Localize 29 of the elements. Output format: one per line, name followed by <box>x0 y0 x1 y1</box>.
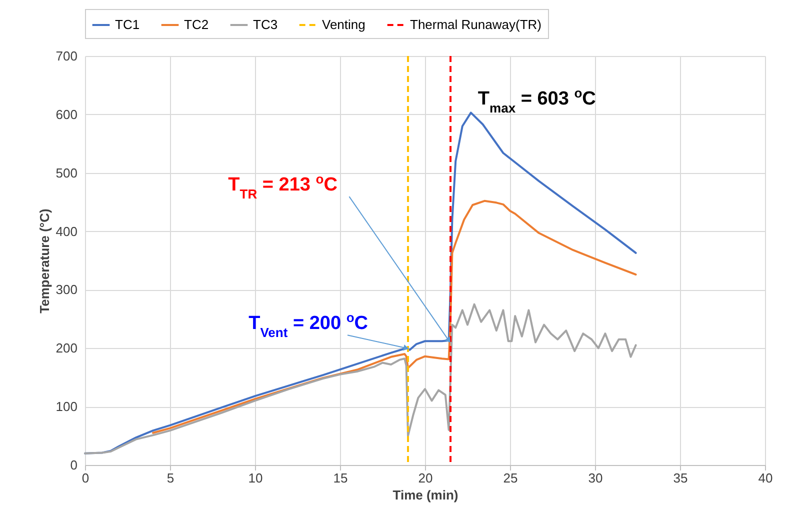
x-tick-label: 20 <box>418 470 433 486</box>
y-axis-title: Temperature (°C) <box>36 208 52 314</box>
line-series <box>152 200 637 434</box>
legend-label: TC1 <box>115 17 140 32</box>
y-tick-label: 0 <box>70 458 78 472</box>
y-tick-label: 600 <box>56 106 78 122</box>
x-tick-label: 25 <box>503 470 518 486</box>
legend-label: Venting <box>322 17 366 32</box>
y-tick-label: 300 <box>56 282 78 298</box>
legend-label: TC3 <box>253 17 278 32</box>
x-tick-label: 15 <box>333 470 348 486</box>
x-axis-title: Time (min) <box>392 488 458 502</box>
annotation: T$_{TR}$ = 213 $^{o}$C <box>228 171 338 202</box>
x-tick-label: 5 <box>166 470 174 486</box>
y-tick-label: 200 <box>56 340 78 356</box>
legend-label: TC2 <box>184 17 209 32</box>
legend-label: Thermal Runaway(TR) <box>410 17 542 32</box>
annotation: T$_{Vent}$ = 200 $^{o}$C <box>248 310 368 340</box>
line-series <box>84 303 637 454</box>
x-tick-label: 40 <box>758 470 773 486</box>
y-tick-label: 100 <box>56 399 78 414</box>
y-tick-label: 400 <box>56 224 78 239</box>
y-tick-label: 700 <box>56 48 78 64</box>
x-tick-label: 0 <box>82 470 90 486</box>
x-tick-label: 30 <box>588 470 603 486</box>
x-tick-label: 10 <box>248 470 263 486</box>
x-tick-label: 35 <box>673 470 688 486</box>
y-tick-label: 500 <box>56 165 78 180</box>
annotation: T$_{max}$ = 603 $^{o}$C <box>478 85 596 116</box>
